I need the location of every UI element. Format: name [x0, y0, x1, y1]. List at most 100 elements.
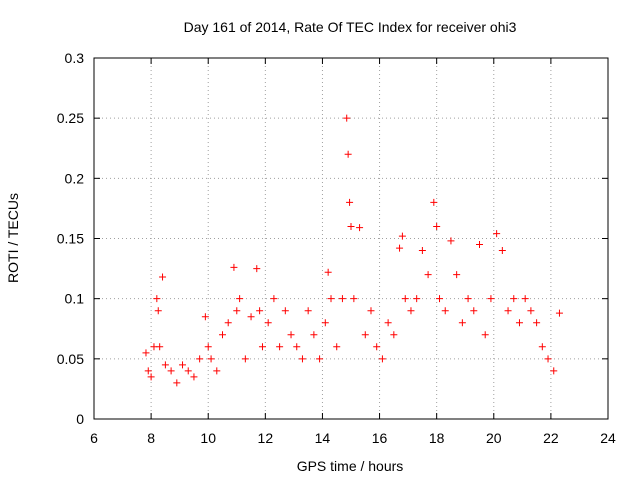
- data-point: [207, 355, 215, 363]
- y-tick-label: 0.3: [65, 50, 85, 66]
- data-point: [256, 307, 264, 315]
- data-point: [407, 307, 415, 315]
- data-point: [515, 319, 523, 327]
- data-point: [224, 319, 232, 327]
- data-point: [253, 265, 261, 273]
- data-point: [527, 307, 535, 315]
- data-point: [316, 355, 324, 363]
- data-point: [373, 343, 381, 351]
- data-point: [258, 343, 266, 351]
- x-axis-label: GPS time / hours: [297, 458, 404, 474]
- data-point: [458, 319, 466, 327]
- chart-title: Day 161 of 2014, Rate Of TEC Index for r…: [184, 19, 517, 35]
- data-point: [147, 373, 155, 381]
- data-point: [190, 373, 198, 381]
- data-point: [418, 247, 426, 255]
- data-point: [350, 295, 358, 303]
- data-point: [156, 343, 164, 351]
- data-point: [436, 295, 444, 303]
- data-point: [343, 114, 351, 122]
- data-point: [264, 319, 272, 327]
- data-point: [201, 313, 209, 321]
- data-point: [321, 319, 329, 327]
- data-point: [230, 263, 238, 271]
- data-point: [338, 295, 346, 303]
- data-point: [401, 295, 409, 303]
- data-point: [196, 355, 204, 363]
- axis-ticks: 6 8 10 12 14 16 18 20 22 24 0 0.05 0.1 0.15 0.2 0.25 0.3: [57, 50, 616, 446]
- x-tick-label: 16: [372, 430, 388, 446]
- data-point: [287, 331, 295, 339]
- data-point: [498, 247, 506, 255]
- data-point: [233, 307, 241, 315]
- data-point: [384, 319, 392, 327]
- data-point: [173, 379, 181, 387]
- data-point: [521, 295, 529, 303]
- data-point: [390, 331, 398, 339]
- data-point: [144, 367, 152, 375]
- x-tick-label: 20: [486, 430, 502, 446]
- y-tick-label: 0.15: [57, 231, 84, 247]
- data-point: [281, 307, 289, 315]
- data-point: [356, 224, 364, 232]
- data-point: [236, 295, 244, 303]
- data-point: [367, 307, 375, 315]
- data-point: [304, 307, 312, 315]
- data-point: [327, 295, 335, 303]
- data-point: [481, 331, 489, 339]
- x-tick-label: 14: [315, 430, 331, 446]
- data-point: [167, 367, 175, 375]
- data-point: [154, 307, 162, 315]
- data-point: [241, 355, 249, 363]
- data-point: [476, 241, 483, 249]
- x-tick-label: 22: [543, 430, 559, 446]
- y-axis-label: ROTI / TECUs: [5, 193, 21, 283]
- data-point: [184, 367, 192, 375]
- y-tick-label: 0.1: [65, 291, 85, 307]
- x-tick-label: 10: [200, 430, 216, 446]
- data-point: [544, 355, 552, 363]
- data-point: [424, 271, 432, 279]
- data-point: [504, 307, 512, 315]
- data-point: [453, 271, 461, 279]
- data-point: [555, 309, 563, 317]
- data-point: [464, 295, 472, 303]
- data-point: [347, 222, 355, 230]
- data-point: [398, 232, 406, 240]
- data-point: [204, 343, 212, 351]
- data-point: [550, 367, 558, 375]
- data-point: [510, 295, 518, 303]
- data-point: [324, 268, 332, 276]
- data-point: [538, 343, 546, 351]
- data-point: [310, 331, 318, 339]
- y-tick-label: 0.2: [65, 170, 85, 186]
- data-point: [298, 355, 306, 363]
- data-point: [270, 295, 278, 303]
- y-tick-label: 0.25: [57, 110, 84, 126]
- y-tick-label: 0: [76, 411, 84, 427]
- x-tick-label: 8: [147, 430, 155, 446]
- data-point: [153, 295, 161, 303]
- data-point: [487, 295, 495, 303]
- data-point: [441, 307, 449, 315]
- data-point: [533, 319, 541, 327]
- data-point: [493, 230, 501, 238]
- data-point: [276, 343, 284, 351]
- data-point: [161, 361, 169, 369]
- data-point: [433, 222, 441, 230]
- data-point: [293, 343, 301, 351]
- x-tick-label: 6: [90, 430, 98, 446]
- data-point: [413, 295, 421, 303]
- x-tick-label: 18: [429, 430, 445, 446]
- data-point: [159, 273, 167, 281]
- x-tick-label: 12: [258, 430, 274, 446]
- data-point: [447, 237, 455, 245]
- data-point: [213, 367, 221, 375]
- data-point: [333, 343, 341, 351]
- x-tick-label: 24: [600, 430, 616, 446]
- data-point: [396, 244, 404, 252]
- data-point: [179, 361, 187, 369]
- data-point: [247, 313, 255, 321]
